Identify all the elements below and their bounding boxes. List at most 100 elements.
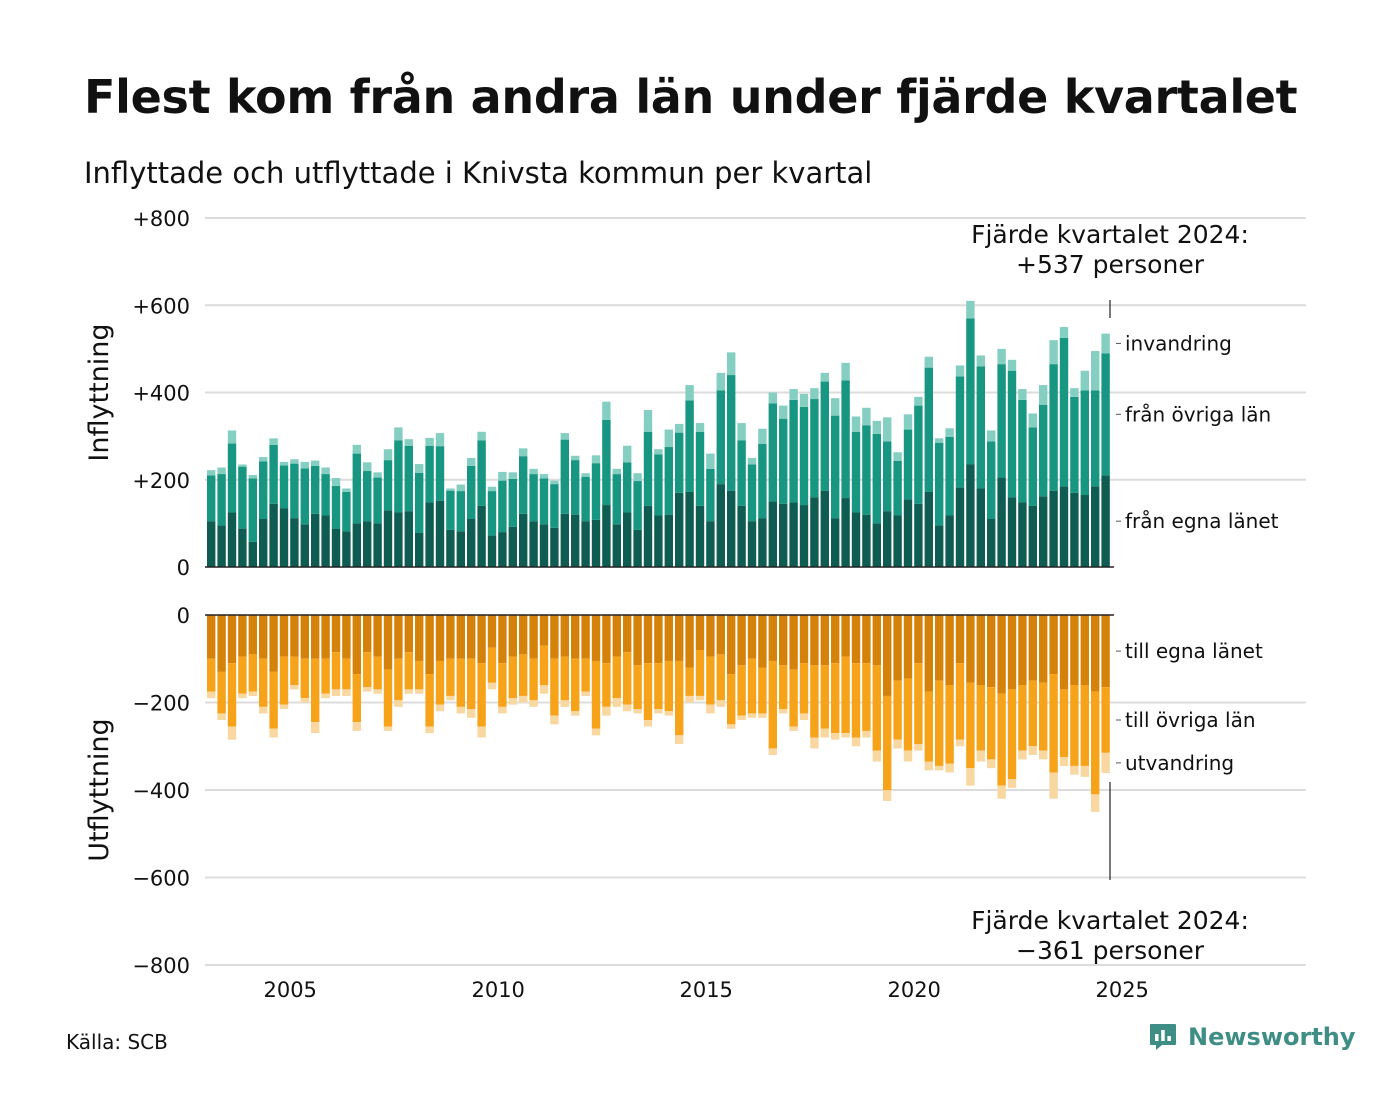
bar-segment-fran-ovriga-lan [997, 364, 1006, 478]
bar-segment-till-ovriga-lan [560, 656, 569, 701]
bar-segment-till-egna-lanet [248, 615, 257, 655]
bar-segment-till-egna-lanet [810, 615, 819, 666]
bar-segment-fran-egna-lanet [633, 529, 642, 567]
bar-segment-utvandring [664, 711, 673, 716]
bar-segment-till-ovriga-lan [519, 654, 528, 696]
bar-segment-fran-ovriga-lan [519, 456, 528, 514]
bar-segment-invandring [1007, 359, 1017, 371]
bar-segment-fran-ovriga-lan [571, 460, 580, 515]
bar-segment-till-egna-lanet [487, 615, 497, 648]
bar-segment-utvandring [519, 695, 528, 703]
bar-segment-invandring [1101, 333, 1110, 354]
bar-segment-fran-egna-lanet [560, 513, 569, 567]
bar-segment-invandring [758, 428, 767, 444]
bar-segment-fran-ovriga-lan [1070, 396, 1079, 493]
bar-segment-fran-ovriga-lan [352, 453, 361, 524]
bar-segment-utvandring [550, 715, 559, 725]
bar-segment-fran-ovriga-lan [893, 460, 902, 516]
bar-segment-fran-egna-lanet [1049, 490, 1058, 567]
bar-segment-till-ovriga-lan [799, 663, 809, 714]
bar-segment-till-ovriga-lan [529, 658, 538, 701]
bar-segment-fran-egna-lanet [602, 505, 611, 567]
bar-segment-utvandring [435, 704, 445, 712]
bar-segment-invandring [467, 457, 476, 466]
bar-segment-fran-egna-lanet [758, 518, 767, 567]
bar-segment-till-egna-lanet [851, 615, 861, 664]
bar-segment-fran-ovriga-lan [227, 443, 237, 513]
bar-segment-till-ovriga-lan [727, 674, 736, 725]
bar-segment-till-egna-lanet [623, 615, 632, 653]
bar-segment-till-ovriga-lan [987, 687, 996, 760]
bar-segment-invandring [248, 474, 257, 479]
y-axis-title: Inflyttning [84, 323, 115, 461]
bar-segment-invandring [955, 365, 965, 377]
bar-segment-fran-ovriga-lan [747, 464, 757, 522]
bar-segment-utvandring [290, 685, 299, 690]
bar-segment-invandring [862, 407, 871, 426]
bar-segment-utvandring [799, 713, 809, 720]
bar-segment-invandring [893, 452, 902, 461]
bar-segment-invandring [664, 429, 673, 448]
bar-segment-invandring [747, 457, 757, 465]
bar-segment-fran-egna-lanet [373, 523, 382, 568]
bar-segment-till-egna-lanet [1028, 615, 1037, 681]
chart-subtitle: Inflyttade och utflyttade i Knivsta komm… [84, 156, 873, 190]
bar-segment-till-ovriga-lan [716, 654, 725, 701]
bar-segment-till-ovriga-lan [654, 663, 663, 710]
bar-segment-fran-ovriga-lan [300, 468, 309, 525]
bar-segment-utvandring [758, 713, 767, 718]
bar-segment-utvandring [394, 700, 403, 707]
bar-segment-fran-ovriga-lan [1101, 353, 1110, 476]
bar-segment-invandring [789, 389, 798, 400]
bar-segment-fran-egna-lanet [435, 500, 445, 567]
y-tick-label: +200 [132, 469, 190, 493]
bar-segment-fran-egna-lanet [467, 519, 476, 567]
bar-segment-till-ovriga-lan [394, 658, 403, 701]
bar-segment-fran-egna-lanet [851, 512, 861, 567]
bar-segment-invandring [571, 455, 580, 461]
bar-segment-till-egna-lanet [238, 615, 247, 657]
bar-segment-fran-ovriga-lan [550, 484, 559, 528]
bar-segment-utvandring [404, 689, 413, 694]
bar-segment-fran-ovriga-lan [727, 375, 736, 491]
bar-segment-fran-egna-lanet [508, 526, 517, 567]
bar-segment-till-egna-lanet [872, 615, 881, 666]
bar-segment-utvandring [903, 750, 913, 762]
bar-segment-invandring [1080, 370, 1089, 391]
bar-segment-invandring [1070, 388, 1079, 397]
bar-segment-till-ovriga-lan [456, 658, 465, 707]
bar-segment-fran-egna-lanet [664, 514, 673, 567]
bar-segment-till-ovriga-lan [633, 665, 642, 710]
bar-segment-utvandring [477, 726, 486, 738]
bar-segment-utvandring [862, 730, 871, 738]
bar-segment-invandring [976, 355, 985, 367]
bar-segment-invandring [768, 392, 777, 404]
bar-segment-utvandring [612, 698, 621, 707]
bar-segment-fran-egna-lanet [810, 497, 819, 567]
bar-segment-till-ovriga-lan [300, 658, 309, 699]
bar-segment-fran-ovriga-lan [425, 445, 434, 503]
bar-segment-invandring [737, 423, 746, 441]
bar-segment-till-egna-lanet [415, 615, 424, 661]
bar-segment-fran-ovriga-lan [976, 366, 985, 489]
bar-segment-till-ovriga-lan [747, 658, 757, 714]
bar-segment-fran-egna-lanet [976, 488, 985, 567]
bar-segment-fran-ovriga-lan [955, 376, 965, 488]
bar-segment-utvandring [872, 750, 881, 762]
bar-segment-till-egna-lanet [685, 615, 694, 668]
bar-segment-invandring [581, 473, 590, 477]
bar-segment-till-egna-lanet [654, 615, 663, 664]
bar-segment-utvandring [539, 685, 549, 694]
bar-segment-till-ovriga-lan [810, 665, 819, 738]
bar-segment-utvandring [581, 691, 590, 696]
bar-segment-utvandring [997, 785, 1006, 799]
bar-segment-till-egna-lanet [1059, 615, 1069, 690]
bar-segment-fran-ovriga-lan [1091, 390, 1100, 487]
bar-segment-till-ovriga-lan [435, 660, 445, 705]
bar-segment-utvandring [820, 728, 829, 738]
y-tick-label: +400 [132, 382, 190, 406]
bar-segment-fran-ovriga-lan [279, 465, 289, 509]
bar-segment-till-egna-lanet [799, 615, 809, 664]
bar-segment-fran-egna-lanet [1018, 502, 1027, 567]
bar-segment-till-ovriga-lan [498, 663, 507, 707]
